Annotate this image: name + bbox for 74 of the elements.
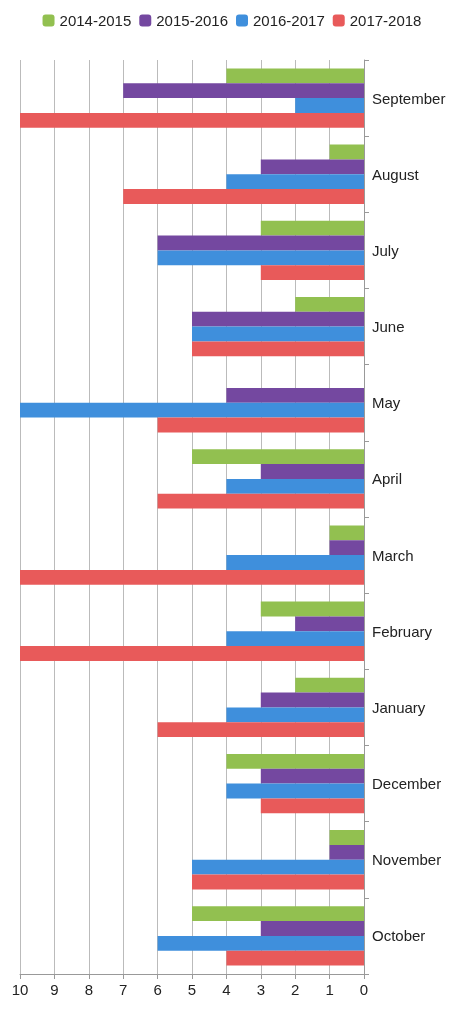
bar bbox=[226, 555, 364, 570]
y-tick-label: February bbox=[372, 622, 433, 640]
x-tick-label: 3 bbox=[256, 981, 265, 998]
y-tick-label: October bbox=[372, 927, 426, 945]
bar bbox=[157, 250, 364, 266]
x-tick-label: 4 bbox=[222, 981, 231, 998]
bar bbox=[157, 722, 364, 738]
x-tick-label: 2 bbox=[291, 981, 300, 998]
x-tick-label: 0 bbox=[359, 981, 369, 998]
y-tick-label: July bbox=[372, 241, 400, 259]
y-tick-label: April bbox=[372, 470, 403, 488]
y-tick-label: March bbox=[372, 546, 414, 564]
legend-label: 2017-2018 bbox=[349, 12, 422, 29]
bar bbox=[329, 830, 364, 845]
bar bbox=[123, 83, 364, 99]
bar bbox=[157, 493, 364, 509]
bar bbox=[192, 326, 364, 342]
bar bbox=[260, 798, 364, 814]
bar bbox=[260, 601, 364, 617]
bar bbox=[192, 311, 364, 327]
x-tick-label: 7 bbox=[119, 981, 128, 998]
bar bbox=[226, 753, 364, 769]
bar bbox=[260, 159, 364, 175]
bar bbox=[192, 859, 364, 875]
bar bbox=[329, 844, 364, 860]
legend-label: 2016-2017 bbox=[253, 12, 325, 29]
y-tick-label: January bbox=[372, 698, 426, 716]
bar bbox=[295, 98, 364, 113]
bar bbox=[226, 68, 364, 84]
x-tick-label: 1 bbox=[325, 981, 334, 998]
bar bbox=[192, 874, 364, 890]
y-tick-label: June bbox=[372, 318, 405, 336]
bar bbox=[20, 569, 364, 585]
bar bbox=[226, 478, 364, 494]
bar bbox=[157, 417, 364, 433]
y-tick-label: November bbox=[372, 851, 442, 869]
bar bbox=[226, 387, 364, 403]
bar bbox=[192, 449, 364, 465]
bar bbox=[295, 616, 364, 632]
bar bbox=[226, 783, 364, 799]
bar bbox=[226, 707, 364, 723]
bar bbox=[123, 189, 364, 204]
bar bbox=[260, 265, 364, 281]
y-tick-label: December bbox=[372, 775, 442, 793]
bar bbox=[226, 174, 364, 190]
y-tick-label: August bbox=[372, 165, 420, 183]
x-tick-label: 9 bbox=[50, 981, 59, 998]
bar bbox=[157, 235, 364, 251]
x-tick-label: 8 bbox=[84, 981, 93, 998]
bar bbox=[295, 677, 364, 693]
bar bbox=[20, 112, 364, 128]
bar bbox=[157, 935, 364, 951]
bar bbox=[192, 341, 364, 357]
bar bbox=[329, 525, 364, 541]
bar bbox=[20, 402, 364, 418]
bar bbox=[260, 692, 364, 708]
x-tick-label: 6 bbox=[153, 981, 162, 998]
bar bbox=[226, 950, 364, 966]
x-tick-label: 5 bbox=[187, 981, 197, 998]
bar bbox=[260, 768, 364, 784]
bar bbox=[329, 144, 364, 160]
y-tick-label: September bbox=[372, 89, 446, 107]
bar bbox=[295, 296, 364, 312]
bar bbox=[329, 540, 364, 556]
bar bbox=[20, 646, 364, 661]
y-tick-label: May bbox=[372, 394, 401, 412]
bar bbox=[260, 220, 364, 236]
bar bbox=[260, 921, 364, 936]
bar bbox=[260, 464, 364, 479]
legend-label: 2015-2016 bbox=[156, 12, 228, 29]
bar bbox=[192, 906, 364, 922]
x-tick-label: 10 bbox=[11, 981, 29, 998]
bar bbox=[226, 631, 364, 647]
legend-label: 2014-2015 bbox=[59, 12, 132, 29]
